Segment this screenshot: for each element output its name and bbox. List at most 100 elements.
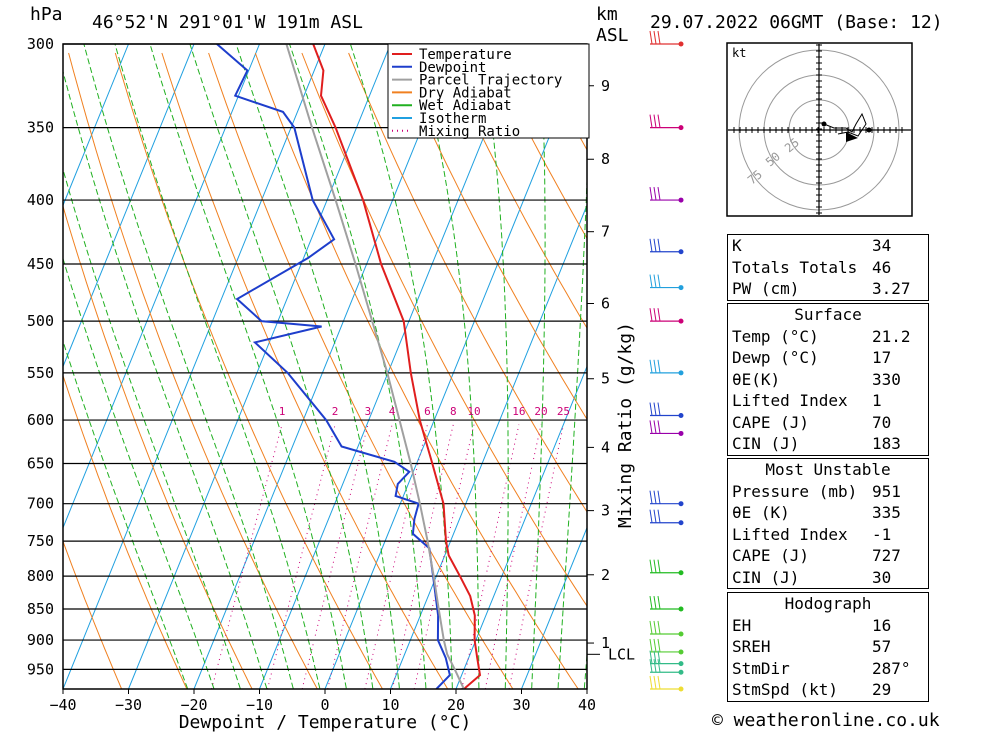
wind-barb xyxy=(650,639,684,655)
mixing-ratio-label: 4 xyxy=(389,405,396,418)
series-temperature xyxy=(313,44,480,689)
pressure-tick-label: 300 xyxy=(27,35,54,53)
pressure-tick-label: 550 xyxy=(27,364,54,382)
wet-adiabat-line xyxy=(129,0,375,697)
index-label: CIN (J) xyxy=(732,567,799,589)
index-label: CAPE (J) xyxy=(732,545,809,567)
mixing-ratio-line xyxy=(485,425,541,689)
wind-barb xyxy=(650,676,684,692)
index-value: 951 xyxy=(872,481,901,503)
index-value: 70 xyxy=(872,412,891,434)
temperature-tick-label: 30 xyxy=(512,696,530,714)
location-label: 46°52'N 291°01'W 191m ASL xyxy=(92,12,363,33)
isotherm-line xyxy=(0,44,129,689)
wind-barb xyxy=(650,308,684,324)
dry-adiabat-line xyxy=(255,53,578,689)
index-row: Dewp (°C)17 xyxy=(728,347,928,369)
index-value: 727 xyxy=(872,545,901,567)
index-row: Lifted Index-1 xyxy=(728,524,928,546)
index-row: θE (K)335 xyxy=(728,502,928,524)
mixing-ratio-label: 10 xyxy=(467,405,480,418)
height-tick-label: 3 xyxy=(601,502,610,520)
index-row: CAPE (J) 70 xyxy=(728,412,928,434)
wind-barb xyxy=(650,187,684,203)
index-label: PW (cm) xyxy=(732,278,799,300)
wind-barb xyxy=(650,560,684,576)
most-unstable-title: Most Unstable xyxy=(728,459,928,481)
index-label: SREH xyxy=(732,636,771,658)
asl-label: ASL xyxy=(596,25,629,46)
index-label: Dewp (°C) xyxy=(732,347,819,369)
mixing-ratio-axis-title: Mixing Ratio (g/kg) xyxy=(615,322,636,528)
index-row: CIN (J) 183 xyxy=(728,433,928,455)
dry-adiabat-line xyxy=(955,53,1000,689)
index-label: θE (K) xyxy=(732,502,790,524)
index-value: 29 xyxy=(872,679,891,701)
pressure-tick-label: 950 xyxy=(27,660,54,678)
index-label: CIN (J) xyxy=(732,433,799,455)
temperature-tick-label: −30 xyxy=(115,696,142,714)
x-axis-title: Dewpoint / Temperature (°C) xyxy=(179,712,472,733)
height-tick-label: 7 xyxy=(601,223,610,241)
mixing-ratio-line xyxy=(462,425,519,689)
wind-barb xyxy=(650,403,684,419)
km-label: km xyxy=(596,4,618,25)
isotherm-line xyxy=(325,44,587,689)
mixing-ratio-label: 6 xyxy=(424,405,431,418)
index-row: StmSpd (kt) 29 xyxy=(728,679,928,701)
index-value: 3.27 xyxy=(872,278,911,300)
mixing-ratio-label: 1 xyxy=(279,405,286,418)
index-value: 287° xyxy=(872,658,911,680)
mixing-ratio-line xyxy=(328,425,392,689)
index-label: K xyxy=(732,235,742,257)
mixing-ratio-label: 8 xyxy=(450,405,457,418)
index-value: 46 xyxy=(872,257,891,279)
pressure-axis: 3003504004505005506006507007508008509009… xyxy=(27,35,54,678)
height-tick-label: 6 xyxy=(601,294,610,312)
dry-adiabat-line xyxy=(349,53,709,689)
height-tick-label: 8 xyxy=(601,150,610,168)
index-label: Lifted Index xyxy=(732,390,848,412)
pressure-tick-label: 850 xyxy=(27,600,54,618)
series-dewpoint xyxy=(217,44,450,689)
dry-adiabat-line xyxy=(395,53,774,689)
mixing-ratio-label: 20 xyxy=(534,405,547,418)
wind-barb xyxy=(650,420,684,436)
mixing-ratio-label: 25 xyxy=(557,405,570,418)
index-row: Temp (°C)21.2 xyxy=(728,326,928,348)
height-tick-label: 4 xyxy=(601,438,610,456)
index-label: Pressure (mb) xyxy=(732,481,857,503)
isotherm-line xyxy=(129,44,391,689)
index-label: EH xyxy=(732,615,751,637)
wind-barb xyxy=(650,115,684,131)
index-label: StmSpd (kt) xyxy=(732,679,838,701)
index-value: 183 xyxy=(872,433,901,455)
index-value: 16 xyxy=(872,615,891,637)
hodograph-indices-title: Hodograph xyxy=(728,593,928,615)
isotherm-line xyxy=(194,44,456,689)
legend-entry: Mixing Ratio xyxy=(419,124,520,140)
datetime-label: 29.07.2022 06GMT (Base: 12) xyxy=(650,12,943,33)
index-label: CAPE (J) xyxy=(732,412,809,434)
wind-barb xyxy=(650,621,684,637)
isotherm-line xyxy=(391,44,653,689)
wind-barb xyxy=(650,275,684,291)
temperature-tick-label: 40 xyxy=(578,696,596,714)
height-tick-label: 5 xyxy=(601,370,610,388)
index-row: PW (cm) 3.27 xyxy=(728,278,928,300)
wind-barbs xyxy=(650,31,684,692)
isotherm-line xyxy=(63,44,325,689)
dry-adiabat-line xyxy=(0,53,122,689)
lcl-label: LCL xyxy=(608,645,635,663)
wind-barb xyxy=(650,510,684,525)
dry-adiabat-line xyxy=(209,53,513,689)
